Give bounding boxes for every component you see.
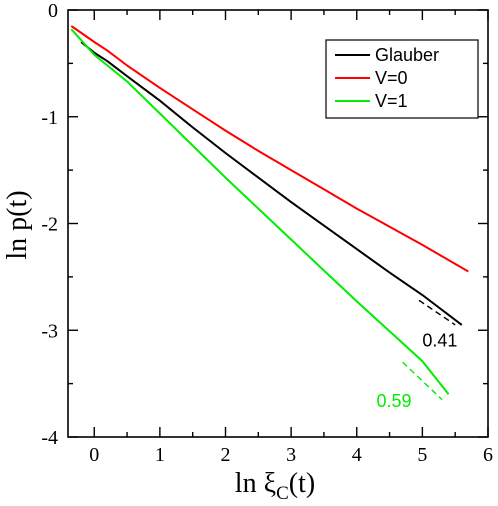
y-tick-label: -4 (41, 427, 58, 449)
x-axis-label-sub: C (276, 483, 289, 504)
y-tick-label: -3 (41, 320, 58, 342)
x-axis-label-suffix: (t) (289, 468, 315, 499)
x-tick-label: 5 (417, 444, 427, 466)
slope-annotation-1: 0.59 (376, 391, 411, 411)
x-tick-label: 6 (483, 444, 493, 466)
slope-guide-1 (402, 361, 443, 401)
x-tick-label: 4 (352, 444, 362, 466)
x-axis-label: ln ξC(t) (235, 468, 315, 504)
annotations: 0.41 0.59 (376, 330, 457, 411)
legend-label-v0: V=0 (375, 68, 408, 88)
legend-label-v1: V=1 (375, 91, 408, 111)
y-tick-label: -2 (41, 214, 58, 236)
y-tick-label: 0 (48, 0, 58, 22)
slope-annotation-0: 0.41 (422, 330, 457, 350)
series-line-0 (80, 41, 463, 326)
y-tick-label: -1 (41, 107, 58, 129)
x-tick-label: 3 (286, 444, 296, 466)
x-tick-label: 0 (89, 444, 99, 466)
series-line-1 (70, 25, 469, 273)
x-axis-label-main: ln ξ (235, 468, 276, 499)
legend-label-glauber: Glauber (375, 45, 439, 65)
slope-guides (402, 299, 456, 401)
x-tick-label: 2 (221, 444, 231, 466)
axes: 0 1 2 3 4 5 6 0 -1 -2 -3 -4 (41, 0, 493, 466)
x-tick-label: 1 (155, 444, 165, 466)
legend: Glauber V=0 V=1 (325, 39, 479, 119)
slope-guide-0 (418, 299, 456, 326)
series-lines (70, 25, 469, 395)
series-line-2 (70, 28, 450, 395)
y-axis-label: ln p(t) (2, 190, 33, 259)
